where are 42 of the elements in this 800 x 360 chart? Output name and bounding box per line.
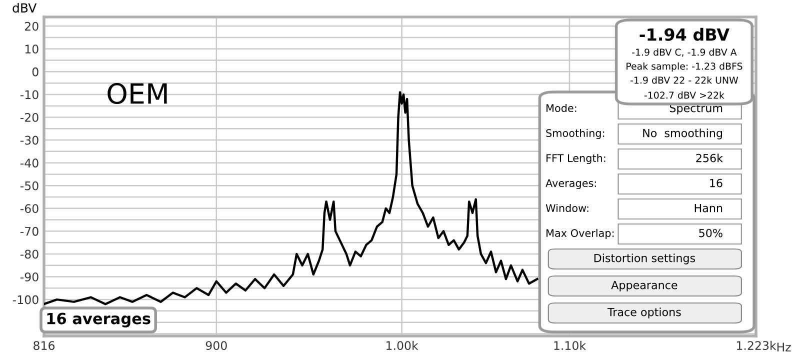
annotation: Spectrum bbox=[670, 104, 722, 114]
x-tick-label: 816 bbox=[34, 341, 55, 350]
y-tick-label: -10 bbox=[20, 90, 38, 100]
annotation: -1.9 dBV 22 - 22k UNW bbox=[630, 76, 738, 84]
annotation: Peak sample: -1.23 dBFS bbox=[626, 62, 742, 72]
annotation: Appearance bbox=[611, 280, 678, 292]
y-tick-label: -50 bbox=[20, 181, 38, 190]
y-tick-label: 20 bbox=[24, 22, 38, 31]
annotation: OEM bbox=[108, 83, 167, 104]
y-tick-label: -30 bbox=[20, 136, 38, 145]
annotation: Smoothing: bbox=[546, 128, 604, 140]
x-axis-title: Hz bbox=[777, 342, 791, 352]
annotation: -1.94 dBV bbox=[640, 28, 730, 41]
annotation: -1.9 dBV C, -1.9 dBV A bbox=[632, 48, 737, 57]
annotation: Mode: bbox=[546, 104, 576, 112]
x-tick-label: 1.223k bbox=[736, 340, 776, 350]
annotation: Max Overlap: bbox=[546, 228, 614, 240]
annotation: Window: bbox=[546, 204, 588, 212]
y-tick-label: -100 bbox=[12, 295, 38, 304]
y-tick-label: 10 bbox=[25, 44, 38, 54]
y-tick-label: -40 bbox=[20, 158, 38, 168]
annotation: Hann bbox=[694, 204, 722, 212]
annotation: No smoothing bbox=[643, 128, 722, 140]
x-tick-label: 900 bbox=[206, 341, 227, 350]
annotation: 50% bbox=[699, 228, 722, 238]
annotation: 16 bbox=[710, 178, 722, 188]
y-tick-label: -80 bbox=[20, 250, 38, 259]
annotation: FFT Length: bbox=[546, 154, 606, 164]
y-tick-label: -90 bbox=[20, 272, 38, 282]
annotation: Averages: bbox=[546, 179, 596, 190]
y-tick-label: 0 bbox=[32, 67, 38, 76]
annotation: Trace options bbox=[607, 308, 681, 318]
x-tick-label: 1.00k bbox=[386, 340, 418, 350]
annotation: 16 averages bbox=[47, 312, 150, 328]
x-tick-label: 1.10k bbox=[554, 340, 586, 350]
annotation: Distortion settings bbox=[594, 254, 696, 264]
y-tick-label: -20 bbox=[20, 112, 38, 122]
annotation: 256k bbox=[696, 154, 723, 162]
y-axis-title: dBV bbox=[12, 2, 37, 13]
y-tick-label: -60 bbox=[20, 204, 38, 214]
annotation: -102.7 dBV >22k bbox=[644, 91, 724, 99]
y-tick-label: -70 bbox=[20, 226, 38, 236]
